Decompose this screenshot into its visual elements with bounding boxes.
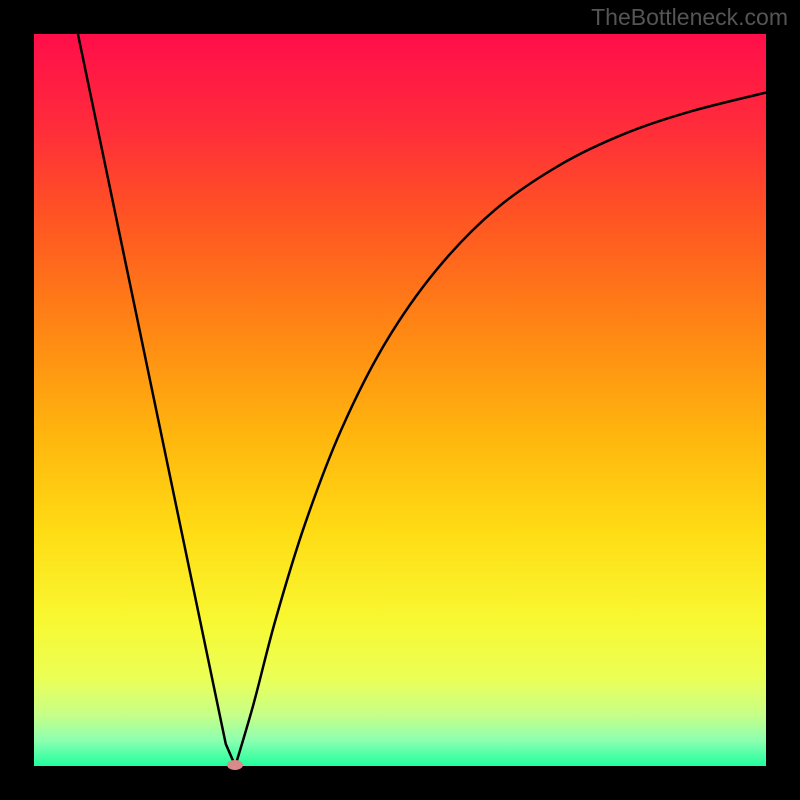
curve-path: [78, 34, 766, 766]
minimum-marker: [227, 760, 243, 770]
watermark-text: TheBottleneck.com: [591, 4, 788, 31]
chart-container: TheBottleneck.com: [0, 0, 800, 800]
bottleneck-curve: [34, 34, 766, 766]
plot-area: [34, 34, 766, 766]
